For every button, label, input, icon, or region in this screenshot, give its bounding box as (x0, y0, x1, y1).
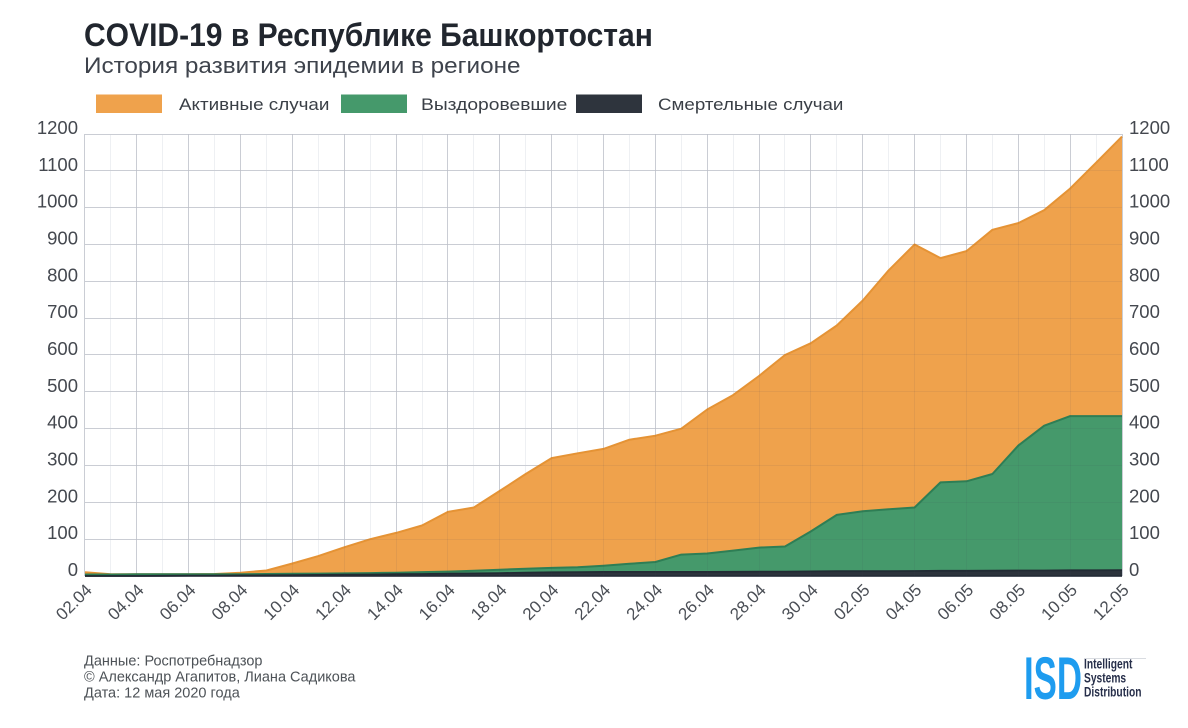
svg-text:Активные случаи: Активные случаи (179, 95, 329, 114)
svg-text:Данные: Роспотребнадзор: Данные: Роспотребнадзор (84, 654, 262, 670)
svg-text:300: 300 (47, 449, 78, 470)
svg-text:600: 600 (1129, 338, 1160, 359)
svg-text:400: 400 (1129, 412, 1160, 433)
svg-text:0: 0 (68, 559, 78, 580)
svg-text:1000: 1000 (1129, 191, 1170, 212)
svg-text:1000: 1000 (37, 191, 78, 212)
svg-text:200: 200 (1129, 485, 1160, 506)
svg-text:Distribution: Distribution (1084, 684, 1141, 700)
svg-text:Выздоровевшие: Выздоровевшие (421, 95, 567, 114)
svg-text:900: 900 (47, 228, 78, 249)
svg-text:700: 700 (1129, 301, 1160, 322)
svg-text:500: 500 (1129, 375, 1160, 396)
svg-text:Дата: 12 мая 2020 года: Дата: 12 мая 2020 года (84, 686, 241, 702)
svg-text:0: 0 (1129, 559, 1139, 580)
svg-text:200: 200 (47, 485, 78, 506)
svg-text:600: 600 (47, 338, 78, 359)
svg-text:1200: 1200 (1129, 117, 1170, 138)
svg-text:800: 800 (1129, 264, 1160, 285)
svg-text:Смертельные случаи: Смертельные случаи (658, 95, 843, 114)
svg-text:700: 700 (47, 301, 78, 322)
svg-text:1200: 1200 (37, 117, 78, 138)
svg-text:100: 100 (47, 522, 78, 543)
svg-text:500: 500 (47, 375, 78, 396)
svg-text:100: 100 (1129, 522, 1160, 543)
svg-text:Intelligent: Intelligent (1084, 656, 1132, 672)
svg-text:Systems: Systems (1084, 670, 1126, 686)
svg-text:История развития эпидемии в ре: История развития эпидемии в регионе (84, 53, 520, 78)
svg-text:300: 300 (1129, 449, 1160, 470)
svg-text:ISD: ISD (1024, 646, 1082, 712)
svg-text:© Александр Агапитов, Лиана Са: © Александр Агапитов, Лиана Садикова (84, 670, 356, 686)
svg-text:900: 900 (1129, 228, 1160, 249)
svg-text:400: 400 (47, 412, 78, 433)
svg-text:1100: 1100 (38, 154, 78, 175)
svg-text:COVID-19 в Республике Башкорто: COVID-19 в Республике Башкортостан (84, 17, 653, 53)
svg-text:800: 800 (47, 264, 78, 285)
svg-text:1100: 1100 (1129, 154, 1169, 175)
